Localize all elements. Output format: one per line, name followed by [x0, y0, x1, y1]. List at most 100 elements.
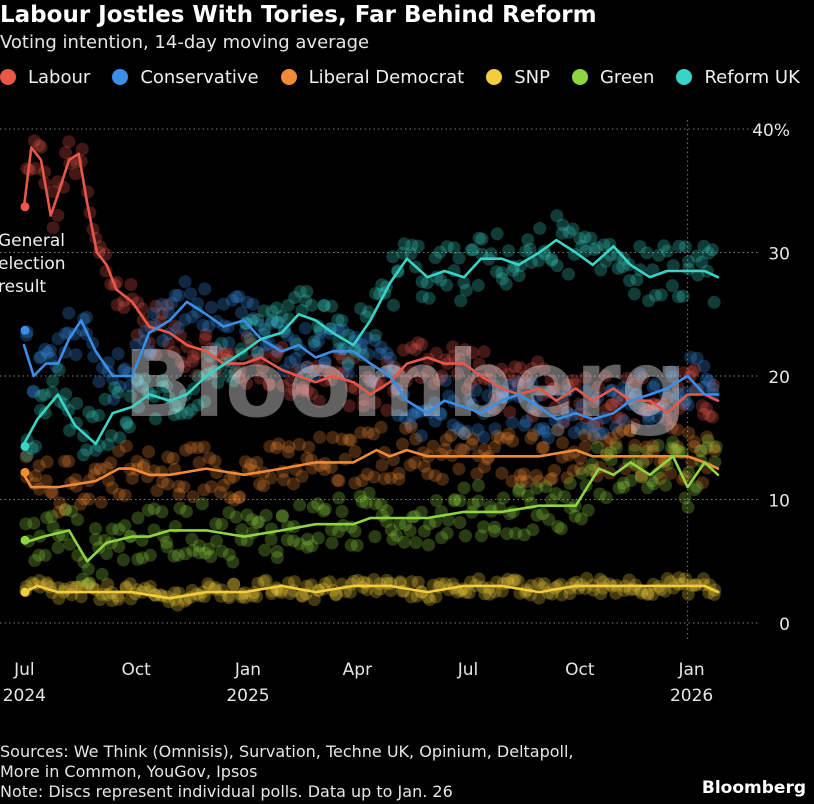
poll-disc — [410, 589, 424, 603]
poll-disc — [695, 255, 709, 269]
poll-disc — [259, 508, 273, 522]
poll-disc — [687, 440, 701, 454]
poll-disc — [446, 340, 460, 354]
poll-disc — [472, 572, 486, 586]
poll-disc — [270, 551, 284, 565]
poll-disc — [483, 363, 497, 377]
poll-disc — [262, 377, 276, 391]
poll-disc — [397, 535, 411, 549]
poll-disc — [235, 523, 249, 537]
poll-disc — [307, 335, 321, 349]
poll-disc — [434, 273, 448, 287]
poll-disc — [265, 316, 279, 330]
poll-disc — [446, 418, 460, 432]
poll-disc — [351, 573, 365, 587]
sources-line-2: More in Common, YouGov, Ipsos — [0, 762, 258, 781]
poll-disc — [64, 580, 78, 594]
poll-disc — [423, 517, 436, 531]
poll-disc — [270, 315, 284, 329]
poll-disc — [397, 343, 410, 357]
poll-disc — [683, 370, 697, 384]
poll-disc — [603, 577, 617, 591]
poll-disc — [593, 572, 607, 586]
poll-disc — [275, 509, 289, 523]
poll-disc — [307, 364, 321, 378]
poll-disc — [123, 379, 137, 393]
poll-disc — [617, 480, 631, 494]
poll-disc — [113, 431, 127, 445]
poll-disc — [300, 360, 314, 374]
poll-disc — [604, 398, 618, 412]
poll-disc — [506, 434, 520, 448]
poll-disc — [360, 331, 374, 345]
poll-disc — [284, 388, 297, 401]
poll-disc — [578, 230, 592, 244]
poll-disc — [514, 361, 527, 375]
poll-disc — [596, 426, 610, 440]
poll-disc — [52, 363, 66, 377]
poll-disc — [223, 472, 237, 486]
poll-disc — [354, 426, 368, 440]
poll-disc — [477, 443, 491, 457]
poll-disc — [179, 547, 192, 561]
poll-disc — [29, 439, 43, 453]
poll-disc — [295, 589, 309, 603]
poll-disc — [369, 376, 383, 390]
poll-disc — [627, 287, 641, 301]
poll-disc — [472, 357, 486, 371]
poll-disc — [551, 520, 565, 534]
poll-disc — [517, 467, 531, 481]
poll-disc — [167, 345, 181, 359]
poll-disc — [488, 389, 502, 403]
poll-disc — [222, 548, 236, 562]
poll-disc — [671, 440, 685, 454]
poll-disc — [523, 242, 537, 256]
poll-disc — [363, 374, 377, 388]
poll-disc — [277, 473, 291, 487]
poll-disc — [178, 275, 192, 289]
poll-disc — [143, 345, 157, 359]
poll-disc — [34, 389, 48, 403]
legend-swatch — [571, 69, 588, 85]
poll-disc — [239, 455, 253, 469]
poll-disc — [700, 401, 713, 415]
poll-disc — [567, 445, 581, 459]
poll-disc — [287, 477, 300, 491]
poll-disc — [300, 384, 314, 398]
poll-disc — [250, 456, 264, 469]
poll-disc — [62, 135, 76, 149]
poll-disc — [355, 495, 369, 508]
poll-disc — [545, 472, 559, 485]
poll-disc — [63, 423, 77, 437]
poll-disc — [447, 241, 461, 255]
poll-disc — [586, 428, 600, 442]
poll-disc — [172, 487, 186, 501]
poll-disc — [197, 440, 211, 454]
poll-disc — [517, 528, 531, 542]
poll-disc — [612, 389, 626, 403]
poll-disc — [701, 246, 715, 260]
poll-disc — [195, 497, 209, 511]
poll-disc — [459, 283, 473, 297]
poll-disc — [672, 239, 686, 253]
poll-disc — [390, 529, 404, 542]
poll-disc — [636, 456, 650, 470]
poll-disc — [542, 513, 556, 526]
poll-disc — [192, 546, 206, 560]
poll-disc — [235, 590, 249, 604]
poll-disc — [52, 592, 66, 605]
poll-disc — [451, 585, 465, 599]
poll-disc — [428, 469, 442, 483]
poll-disc — [432, 372, 446, 386]
poll-disc — [575, 512, 588, 526]
poll-disc — [648, 288, 662, 302]
poll-disc — [427, 377, 441, 391]
poll-disc — [545, 254, 559, 267]
poll-disc — [707, 295, 721, 309]
poll-disc — [471, 494, 485, 508]
legend-item-conservative: Conservative — [112, 67, 259, 88]
poll-disc — [143, 347, 157, 361]
poll-disc — [482, 581, 496, 595]
poll-disc — [283, 355, 297, 369]
poll-disc — [38, 548, 52, 562]
